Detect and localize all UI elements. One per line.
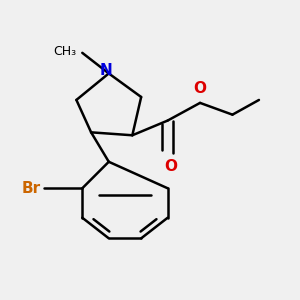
Text: CH₃: CH₃: [53, 45, 76, 58]
Text: Br: Br: [22, 181, 41, 196]
Text: N: N: [100, 63, 112, 78]
Text: O: O: [194, 80, 207, 95]
Text: O: O: [164, 159, 177, 174]
